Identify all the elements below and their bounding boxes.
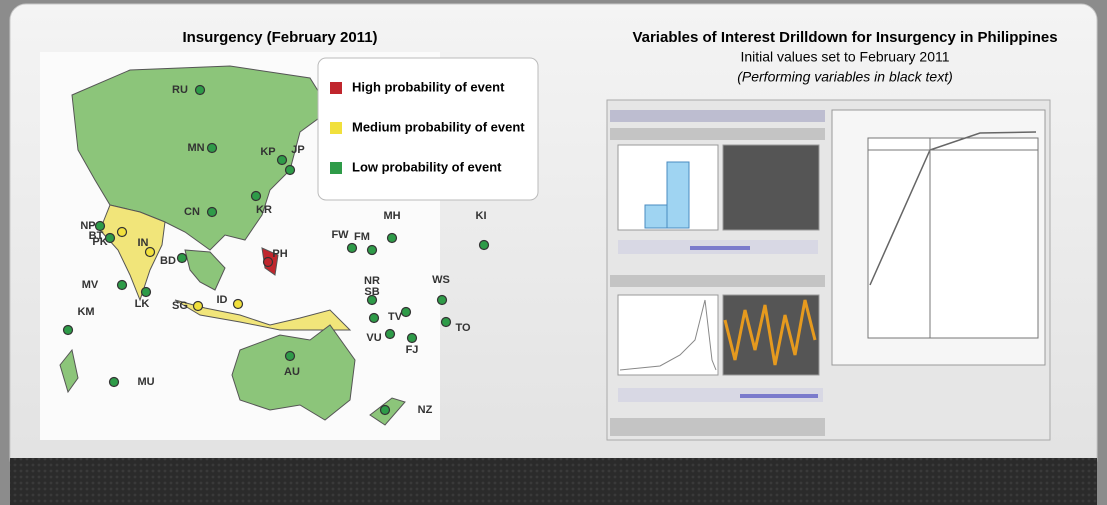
country-label: NZ — [418, 404, 433, 416]
bottom-bar — [10, 458, 1097, 505]
country-label: KM — [77, 306, 94, 318]
map-marker — [286, 352, 295, 361]
legend-swatch — [330, 162, 342, 174]
thumb-bar — [667, 162, 689, 228]
map-marker — [402, 308, 411, 317]
country-label: FW — [331, 229, 349, 241]
country-label: LK — [135, 298, 150, 310]
country-label: TO — [455, 322, 471, 334]
map-marker — [408, 334, 417, 343]
map-marker — [438, 296, 447, 305]
map-marker — [388, 234, 397, 243]
country-label: MH — [383, 210, 400, 222]
map-marker — [106, 234, 115, 243]
section-header — [610, 275, 825, 287]
country-label: MV — [82, 279, 99, 291]
legend-label: Medium probability of event — [352, 119, 525, 134]
section-header — [610, 418, 825, 436]
country-label: FM — [354, 231, 370, 243]
country-label: WS — [432, 274, 450, 286]
thumb-bar — [645, 205, 667, 228]
country-label: KP — [260, 146, 275, 158]
map-marker — [278, 156, 287, 165]
legend-swatch — [330, 122, 342, 134]
country-label: CN — [184, 206, 200, 218]
country-label: BD — [160, 255, 176, 267]
map-marker — [110, 378, 119, 387]
drilldown-subtitle: Initial values set to February 2011 — [740, 49, 949, 65]
legend-label: High probability of event — [352, 79, 505, 94]
map-marker — [368, 246, 377, 255]
map-marker — [348, 244, 357, 253]
slider-fill — [690, 246, 750, 250]
chart-area — [868, 138, 1038, 338]
map-marker — [196, 86, 205, 95]
map-marker — [370, 314, 379, 323]
drilldown-screenshot — [607, 100, 1050, 440]
country-label: KR — [256, 204, 272, 216]
map-marker — [252, 192, 261, 201]
map-marker — [442, 318, 451, 327]
legend-swatch — [330, 82, 342, 94]
map-marker — [381, 406, 390, 415]
section-header — [610, 128, 825, 140]
country-label: PH — [272, 248, 287, 260]
map-marker — [194, 302, 203, 311]
country-label: SB — [364, 286, 379, 298]
slider-fill — [740, 394, 818, 398]
map-marker — [208, 144, 217, 153]
drilldown-note: (Performing variables in black text) — [737, 69, 953, 85]
map-marker — [208, 208, 217, 217]
country-label: ID — [217, 294, 228, 306]
slide: Insurgency (February 2011) RU MN KP JP KR CN P… — [0, 0, 1107, 505]
country-label: AU — [284, 366, 300, 378]
country-label: KI — [476, 210, 487, 222]
map-marker — [264, 258, 273, 267]
country-label: IN — [138, 237, 149, 249]
map-marker — [118, 228, 127, 237]
country-label: RU — [172, 84, 188, 96]
country-label: TV — [388, 311, 403, 323]
country-label: FJ — [406, 344, 419, 356]
country-label: SG — [172, 300, 188, 312]
country-label: MU — [137, 376, 154, 388]
country-label: JP — [291, 144, 304, 156]
map-marker — [386, 330, 395, 339]
section-header — [610, 110, 825, 122]
country-label: BT — [89, 230, 104, 242]
map-marker — [480, 241, 489, 250]
map-marker — [142, 288, 151, 297]
map-marker — [64, 326, 73, 335]
map-marker — [286, 166, 295, 175]
country-label: VU — [366, 332, 381, 344]
thumb-panel — [723, 145, 819, 230]
map-title: Insurgency (February 2011) — [182, 29, 377, 46]
map-marker — [234, 300, 243, 309]
legend-label: Low probability of event — [352, 159, 502, 174]
country-label: MN — [187, 142, 204, 154]
map-marker — [118, 281, 127, 290]
map-marker — [178, 254, 187, 263]
drilldown-title: Variables of Interest Drilldown for Insu… — [632, 29, 1057, 46]
